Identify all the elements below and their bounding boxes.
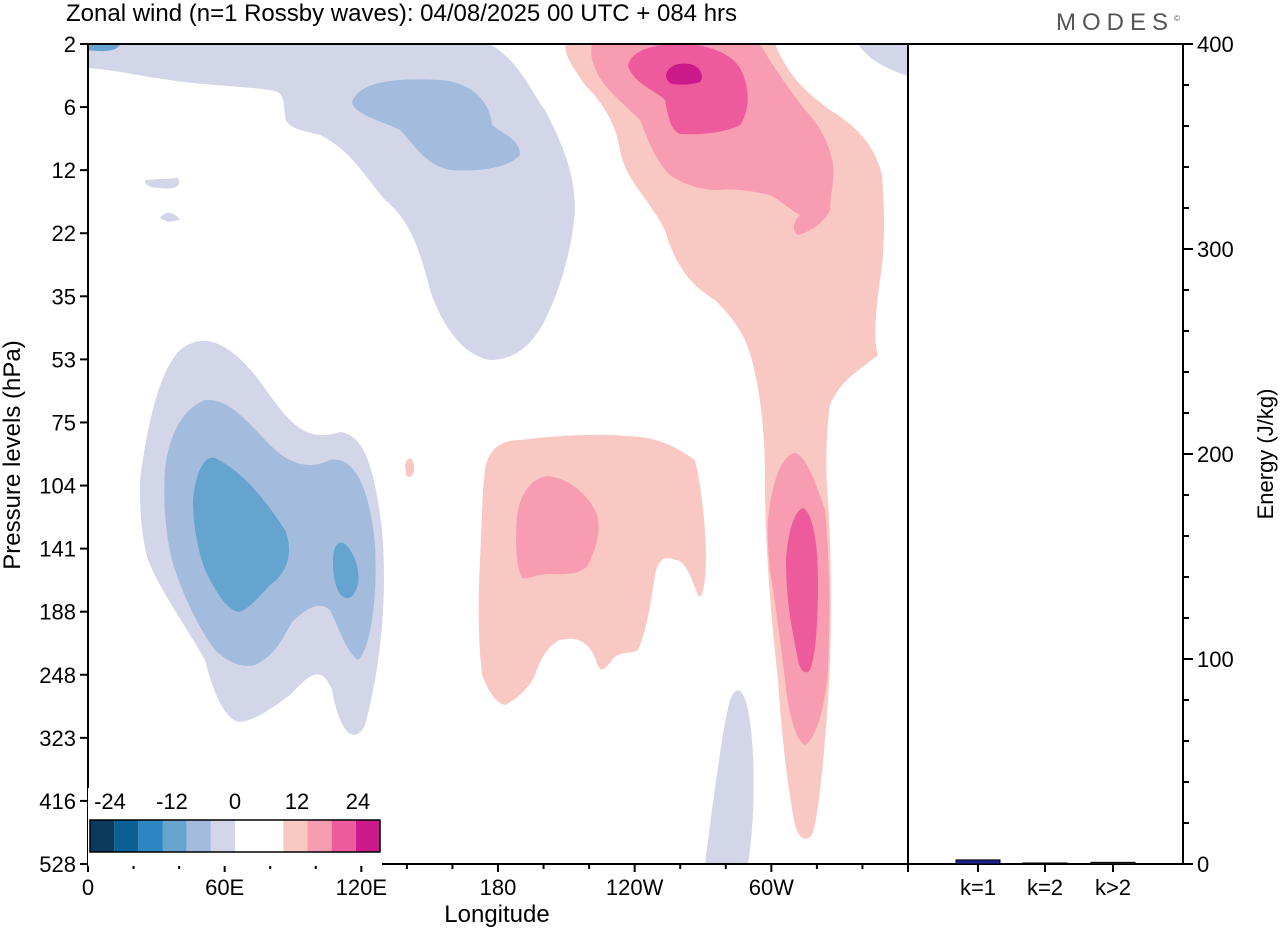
- colorbar-cell: [331, 820, 356, 852]
- energy-bars: k=1 k=2 k>2: [955, 859, 1136, 900]
- contour-neg-level1-speck2: [160, 212, 180, 222]
- colorbar-frame: [89, 819, 381, 853]
- brand-logo: MODES©: [1056, 9, 1180, 37]
- y-tick-label: 141: [39, 537, 76, 562]
- colorbar-tick-label: 24: [346, 789, 370, 814]
- colorbar: -24 -12 0 12 24: [88, 788, 382, 866]
- y-tick-label: 248: [39, 663, 76, 688]
- energy-frame: [907, 43, 1184, 865]
- energy-tick-label: 0: [1197, 852, 1209, 877]
- y-tick-label: 528: [39, 852, 76, 877]
- x-axis-label: Longitude: [444, 901, 549, 928]
- y-tick-label: 188: [39, 600, 76, 625]
- contour-neg-level3-corner: [88, 44, 120, 52]
- colorbar-cell: [186, 820, 211, 852]
- y-tick-label: 12: [52, 158, 76, 183]
- contour-neg-level2-upper: [352, 79, 520, 171]
- contour-pos-level2-dateline: [516, 476, 599, 579]
- y-axis: 2 6 12 22 35 53 75 104 141 188 248 323 416 528: [39, 32, 88, 877]
- energy-bar: [1090, 861, 1136, 865]
- contour-pos-level3-jet: [628, 44, 748, 135]
- x-tick-label: 180: [480, 875, 517, 900]
- colorbar-tick-label: 0: [229, 789, 241, 814]
- contour-neg-level1-lower: [705, 690, 754, 864]
- colorbar-cell: [114, 820, 139, 852]
- x-tick-label: 120W: [606, 875, 664, 900]
- y-tick-label: 104: [39, 474, 76, 499]
- energy-axis: 0 100 200 300 400: [1183, 32, 1234, 877]
- y-tick-label: 35: [52, 284, 76, 309]
- contour-neg-level3-east: [333, 542, 359, 599]
- energy-bar: [955, 859, 1001, 865]
- energy-tick-label: 100: [1197, 647, 1234, 672]
- contour-neg-level1-corner: [858, 44, 908, 76]
- y-tick-label: 416: [39, 789, 76, 814]
- energy-bar: [1022, 862, 1068, 865]
- colorbar-cell: [235, 820, 284, 852]
- contour-pos-level3-column: [786, 508, 818, 673]
- brand-text: MODES: [1056, 9, 1175, 36]
- colorbar-cell: [138, 820, 163, 852]
- energy-tick-label: 400: [1197, 32, 1234, 57]
- x-tick-label: 0: [82, 875, 94, 900]
- y-tick-label: 323: [39, 726, 76, 751]
- colorbar-cell: [90, 820, 115, 852]
- contour-pos-level4-jet: [666, 63, 702, 85]
- energy-tick-label: 300: [1197, 237, 1234, 262]
- x-tick-label: 60E: [205, 875, 244, 900]
- y-tick-label: 22: [52, 221, 76, 246]
- y-tick-label: 6: [64, 95, 76, 120]
- energy-tick-label: 200: [1197, 442, 1234, 467]
- x-tick-label: 60W: [749, 875, 794, 900]
- contour-neg-level1-speck1: [145, 178, 180, 189]
- chart-title: Zonal wind (n=1 Rossby waves): 04/08/202…: [66, 0, 738, 27]
- colorbar-tick-label: -12: [156, 789, 188, 814]
- contour-neg-level1-upper: [88, 44, 575, 360]
- contour-pos-level2-jet: [591, 44, 834, 235]
- y-tick-label: 75: [52, 410, 76, 435]
- y-tick-label: 53: [52, 347, 76, 372]
- contour-neg-level3-west: [193, 457, 290, 612]
- colorbar-cell: [355, 820, 380, 852]
- energy-category-label: k>2: [1095, 875, 1131, 900]
- contour-pos-level1-dateline: [478, 434, 706, 705]
- x-tick-label: 120E: [336, 875, 387, 900]
- contour-field: [88, 44, 908, 864]
- colorbar-cell: [210, 820, 235, 852]
- colorbar-cell: [307, 820, 332, 852]
- y-tick-label: 2: [64, 32, 76, 57]
- x-axis: 0 60E 120E 180 120W 60W: [82, 864, 909, 900]
- energy-category-label: k=1: [960, 875, 996, 900]
- energy-category-label: k=2: [1027, 875, 1063, 900]
- colorbar-tick-label: -24: [94, 789, 126, 814]
- energy-axis-label: Energy (J/kg): [1253, 389, 1278, 520]
- y-axis-label: Pressure levels (hPa): [0, 340, 26, 569]
- colorbar-cell: [162, 820, 187, 852]
- brand-mark: ©: [1174, 14, 1180, 23]
- colorbar-tick-label: 12: [285, 789, 309, 814]
- contour-pos-level1-speck: [405, 458, 415, 477]
- colorbar-cell: [283, 820, 308, 852]
